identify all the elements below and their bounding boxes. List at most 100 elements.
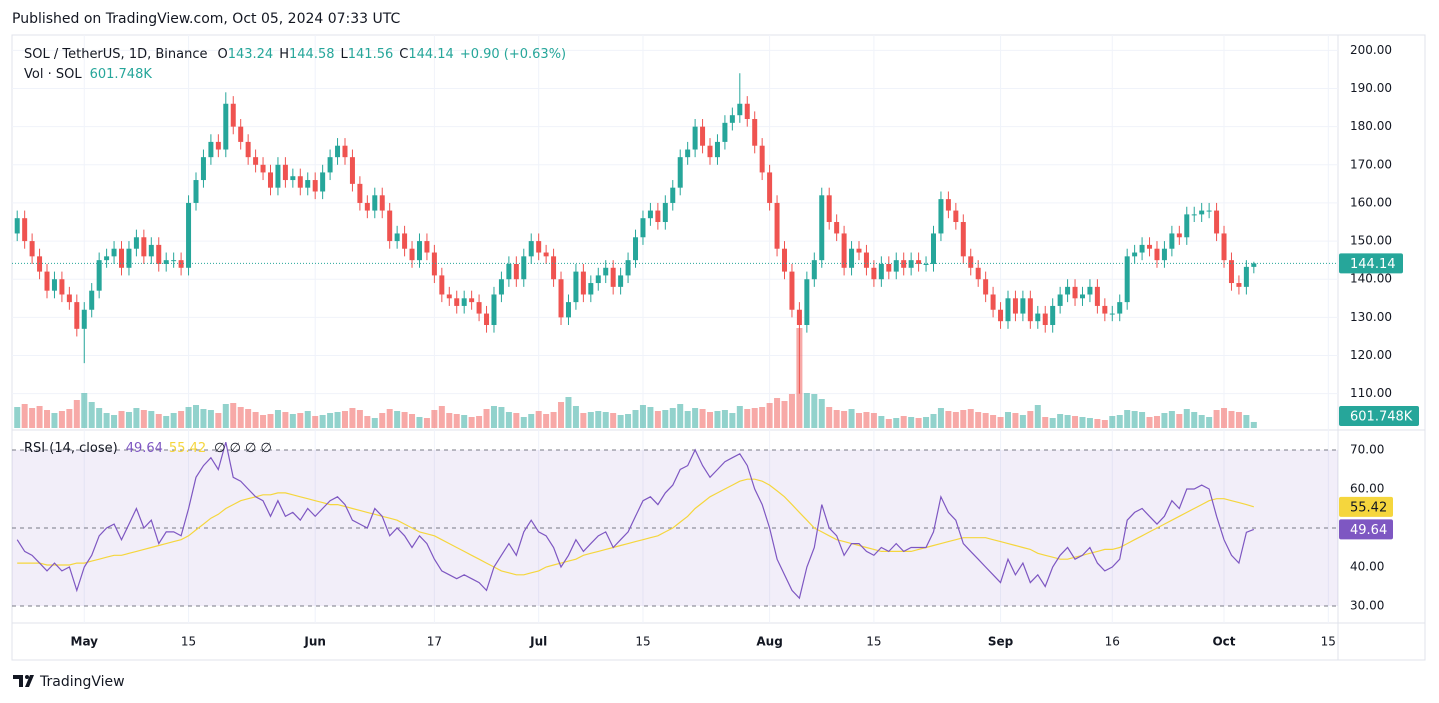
candle-body [51,279,57,291]
candle-body [282,164,288,181]
candle-body [662,202,668,223]
volume-bar [282,412,289,428]
volume-bar [1019,415,1026,428]
candle-body [655,210,661,223]
volume-bar [811,394,818,428]
candle-body [901,260,907,268]
published-note: Published on TradingView.com, Oct 05, 20… [12,11,401,27]
candle-body [305,180,311,188]
volume-bar [558,402,565,428]
candle-body [916,260,922,264]
volume-bar [267,414,274,428]
candle-body [878,263,884,280]
volume-bar [610,413,617,428]
volume-tag-label: 601.748K [1350,410,1413,425]
volume-bar [1094,419,1101,428]
volume-bar [721,410,728,428]
volume-bar [81,393,88,428]
legend-key: L [341,47,349,62]
candle-body [819,195,825,261]
candle-body [752,119,758,146]
candle-body [253,157,259,165]
volume-bar [632,410,639,428]
candle-body [953,210,959,223]
volume-bar [505,412,512,428]
candle-body [1139,244,1145,253]
candle-body [394,233,400,242]
candle-body [595,275,601,284]
candle-body [700,126,706,146]
volume-bar [669,408,676,428]
candle-body [1020,298,1026,314]
candle-body [618,275,624,287]
legend-value: 143.24 [228,47,274,62]
brand-logo: TradingView [13,674,125,690]
candle-body [1117,302,1123,314]
candle-body [975,267,981,280]
candle-body [849,248,855,268]
volume-bar [125,412,132,428]
candle-body [863,252,869,268]
candle-body [1065,286,1071,295]
legend-key: O [217,47,227,62]
volume-bar [1042,417,1049,428]
volume-bar [1235,412,1242,428]
volume-bar [409,414,416,428]
legend-change: +0.90 (+0.63%) [460,47,566,62]
candle-body [960,222,966,257]
x-tick-label: May [71,635,99,649]
volume-bar [103,413,110,428]
chart-frame [11,34,1426,661]
candle-body [59,279,65,295]
volume-tag [1339,406,1419,426]
candle-body [111,248,117,257]
volume-bar [453,414,460,428]
volume-bar [297,413,304,428]
candle-body [1221,233,1227,261]
volume-bar [826,407,833,428]
volume-bar [364,416,371,428]
candle-body [1072,286,1078,299]
candle-body [357,183,363,203]
volume-bar [44,410,51,428]
candle-body [610,267,616,287]
candle-body [238,126,244,142]
volume-bar [595,411,602,428]
candle-body [1094,286,1100,306]
candle-body [625,260,631,276]
volume-bar [982,413,989,428]
candle-body [685,149,691,158]
volume-bar [1153,416,1160,428]
candle-body [379,195,385,211]
volume-bar [312,416,319,428]
candle-body [1154,248,1160,261]
x-tick-label: Oct [1212,635,1235,649]
volume-bar [1221,408,1228,428]
candle-body [335,145,341,158]
volume-bar [371,418,378,428]
candle-body [1199,210,1205,215]
volume-bar [870,413,877,428]
volume-legend: Vol · SOL 601.748K [24,67,152,82]
volume-bar [572,406,579,428]
candle-body [1042,313,1048,326]
candle-body [886,263,892,272]
volume-bar [14,407,21,428]
candle-body [565,302,571,318]
candle-body [275,164,281,188]
volume-bar [1034,405,1041,428]
candle-body [200,157,206,181]
candle-body [804,279,810,326]
chart-legend: SOL / TetherUS, 1D, Binance O143.24 H144.5… [24,47,566,62]
candle-body [342,145,348,158]
candle-body [74,302,80,329]
rsi-ma-tag [1339,496,1393,517]
x-tick-label: 15 [866,635,881,649]
candle-body [737,103,743,116]
volume-bar [446,413,453,428]
candle-body [767,172,773,203]
candle-body [811,260,817,280]
volume-bar [289,414,296,428]
candle-body [372,195,378,211]
candle-body [446,294,452,299]
